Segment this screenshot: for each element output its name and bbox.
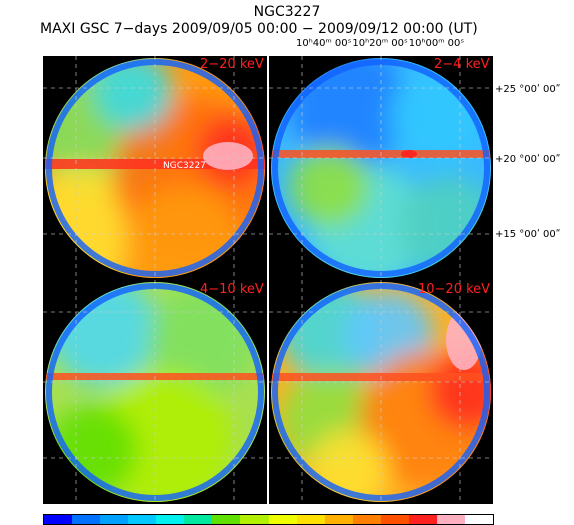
dec-label: +15 °00ʹ 00ʺ	[495, 229, 561, 240]
color-scale-step	[100, 515, 129, 524]
color-scale-step	[296, 515, 325, 524]
color-scale-step	[44, 515, 73, 524]
band-label: 4−10 keV	[200, 282, 264, 297]
color-scale-step	[324, 515, 353, 524]
xray-map-4-10kev	[43, 280, 267, 504]
image-title: NGC3227	[253, 4, 321, 20]
xray-map-2-4kev	[269, 56, 493, 280]
dec-label: +20 °00ʹ 00ʺ	[495, 154, 561, 165]
ra-label: 10ʰ40ᵐ 00ˢ	[296, 38, 352, 49]
sky-map: NGC3227	[43, 56, 267, 280]
ra-axis-labels: 10ʰ40ᵐ 00ˢ10ʰ20ᵐ 00ˢ10ʰ00ᵐ 00ˢ	[296, 38, 496, 49]
color-scale-step	[436, 515, 465, 524]
color-scale-step	[352, 515, 381, 524]
sky-map	[43, 280, 267, 504]
band-label: 2−20 keV	[200, 57, 264, 72]
sky-map	[269, 56, 493, 280]
band-label: 2−4 keV	[434, 57, 490, 72]
color-scale-step	[72, 515, 101, 524]
xray-map-2-20kev: NGC3227	[43, 56, 267, 280]
color-scale-bar	[43, 514, 494, 525]
color-scale-step	[128, 515, 157, 524]
color-scale-step	[212, 515, 241, 524]
color-scale-step	[380, 515, 409, 524]
color-scale-step	[408, 515, 437, 524]
color-scale-step	[240, 515, 269, 524]
observation-period: MAXI GSC 7−days 2009/09/05 00:00 − 2009/…	[40, 21, 478, 37]
source-label: NGC3227	[163, 161, 206, 171]
xray-map-10-20kev	[269, 280, 493, 504]
ra-label: 10ʰ20ᵐ 00ˢ	[352, 38, 408, 49]
dec-label: +25 °00ʹ 00ʺ	[495, 84, 561, 95]
color-scale-step	[464, 515, 493, 524]
color-scale-step	[184, 515, 213, 524]
band-label: 10−20 keV	[418, 282, 491, 297]
color-scale-step	[268, 515, 297, 524]
ra-label: 10ʰ00ᵐ 00ˢ	[408, 38, 465, 49]
sky-map	[269, 280, 493, 504]
color-scale-step	[156, 515, 185, 524]
